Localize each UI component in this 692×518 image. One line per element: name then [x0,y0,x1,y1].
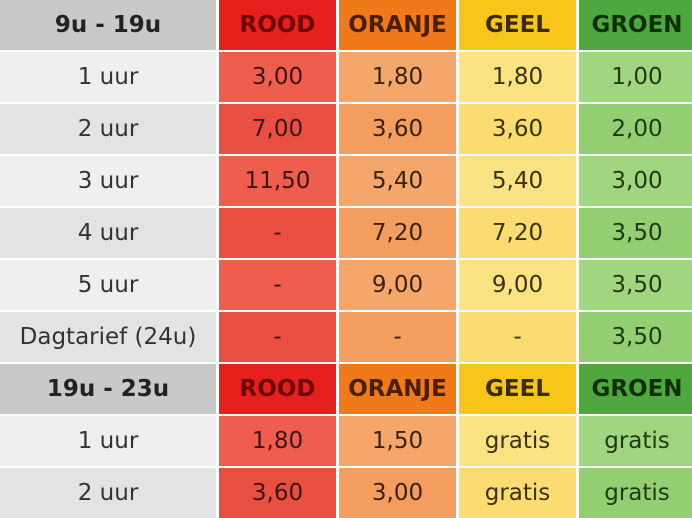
row-label: 1 uur [0,416,216,466]
tariff-cell-groen: 3,50 [579,312,692,362]
row-label: 3 uur [0,156,216,206]
tariff-cell-geel: 9,00 [459,260,576,310]
tariff-cell-geel: 3,60 [459,104,576,154]
tariff-cell-groen: gratis [579,416,692,466]
row-label: 2 uur [0,468,216,518]
tariff-cell-geel: gratis [459,468,576,518]
tariff-cell-groen: 2,00 [579,104,692,154]
tariff-cell-rood: 1,80 [219,416,336,466]
tariff-cell-rood: - [219,208,336,258]
tariff-cell-oranje: 1,50 [339,416,456,466]
tariff-cell-oranje: 9,00 [339,260,456,310]
row-label: 2 uur [0,104,216,154]
tariff-cell-oranje: - [339,312,456,362]
tariff-cell-rood: 11,50 [219,156,336,206]
zone-header-rood: ROOD [219,0,336,50]
row-label: 5 uur [0,260,216,310]
zone-header-geel: GEEL [459,0,576,50]
zone-header-groen: GROEN [579,0,692,50]
tariff-cell-geel: 7,20 [459,208,576,258]
tariff-cell-oranje: 3,00 [339,468,456,518]
row-label: Dagtarief (24u) [0,312,216,362]
period-header: 19u - 23u [0,364,216,414]
zone-header-groen: GROEN [579,364,692,414]
tariff-cell-oranje: 1,80 [339,52,456,102]
tariff-cell-geel: 1,80 [459,52,576,102]
tariff-cell-oranje: 3,60 [339,104,456,154]
tariff-cell-geel: - [459,312,576,362]
tariff-cell-rood: 7,00 [219,104,336,154]
tariff-cell-groen: 3,50 [579,208,692,258]
tariff-cell-groen: gratis [579,468,692,518]
tariff-cell-rood: - [219,260,336,310]
tariff-cell-rood: 3,00 [219,52,336,102]
tariff-cell-groen: 1,00 [579,52,692,102]
tariff-cell-geel: gratis [459,416,576,466]
tariff-cell-geel: 5,40 [459,156,576,206]
tariff-cell-oranje: 7,20 [339,208,456,258]
zone-header-oranje: ORANJE [339,0,456,50]
row-label: 1 uur [0,52,216,102]
tariff-cell-oranje: 5,40 [339,156,456,206]
tariff-cell-rood: - [219,312,336,362]
tariff-cell-rood: 3,60 [219,468,336,518]
zone-header-oranje: ORANJE [339,364,456,414]
tariff-cell-groen: 3,00 [579,156,692,206]
tariff-cell-groen: 3,50 [579,260,692,310]
row-label: 4 uur [0,208,216,258]
zone-header-rood: ROOD [219,364,336,414]
zone-header-geel: GEEL [459,364,576,414]
period-header: 9u - 19u [0,0,216,50]
